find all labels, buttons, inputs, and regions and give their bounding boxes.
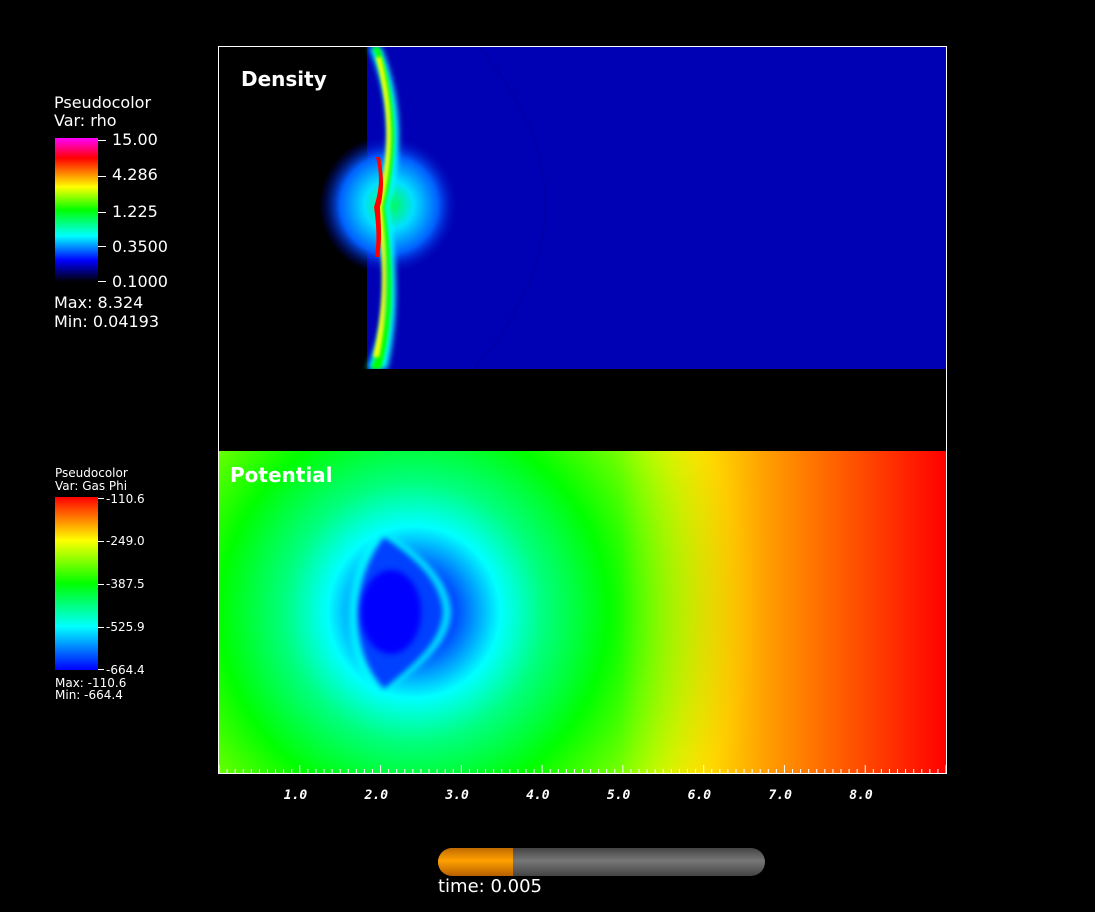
time-label: time: 0.005 [438,876,542,897]
x-axis-label: 4.0 [526,788,550,803]
x-axis-label: 5.0 [606,788,631,803]
plot-frame: Density Potential [218,46,947,774]
time-slider[interactable] [438,848,765,876]
density-panel [219,47,946,451]
rho-tick-label: 0.1000 [112,272,168,291]
phi-tick-label: -387.5 [106,577,145,591]
potential-panel [219,451,946,773]
phi-legend-min: Min: -664.4 [55,688,123,702]
x-axis-label: 8.0 [849,788,873,803]
rho-tick-label: 4.286 [112,165,158,184]
potential-title: Potential [230,463,333,487]
phi-tick-label: -110.6 [106,492,145,506]
phi-colorbar [55,497,98,670]
rho-legend-var: Var: rho [54,111,117,130]
x-axis-ticks [219,765,946,773]
phi-tick-label: -664.4 [106,663,145,677]
x-axis-label: 2.0 [364,788,389,803]
x-axis-label: 7.0 [768,788,792,803]
rho-legend-max: Max: 8.324 [54,293,144,312]
time-slider-fill [438,848,514,876]
phi-legend-var: Var: Gas Phi [55,479,128,493]
rho-tick-label: 1.225 [112,202,158,221]
x-axis-label: 6.0 [687,788,712,803]
x-axis-label: 3.0 [445,788,469,803]
rho-tick-label: 15.00 [112,130,158,149]
phi-tick-label: -249.0 [106,534,145,548]
rho-legend-title: Pseudocolor [54,93,152,112]
density-title: Density [241,67,327,91]
phi-legend-title: Pseudocolor [55,466,128,480]
rho-colorbar [55,138,98,282]
rho-tick-label: 0.3500 [112,237,168,256]
field-plots [219,47,946,773]
x-axis-label: 1.0 [283,788,308,803]
phi-legend-max: Max: -110.6 [55,676,127,690]
phi-tick-label: -525.9 [106,620,145,634]
rho-legend-min: Min: 0.04193 [54,312,160,331]
